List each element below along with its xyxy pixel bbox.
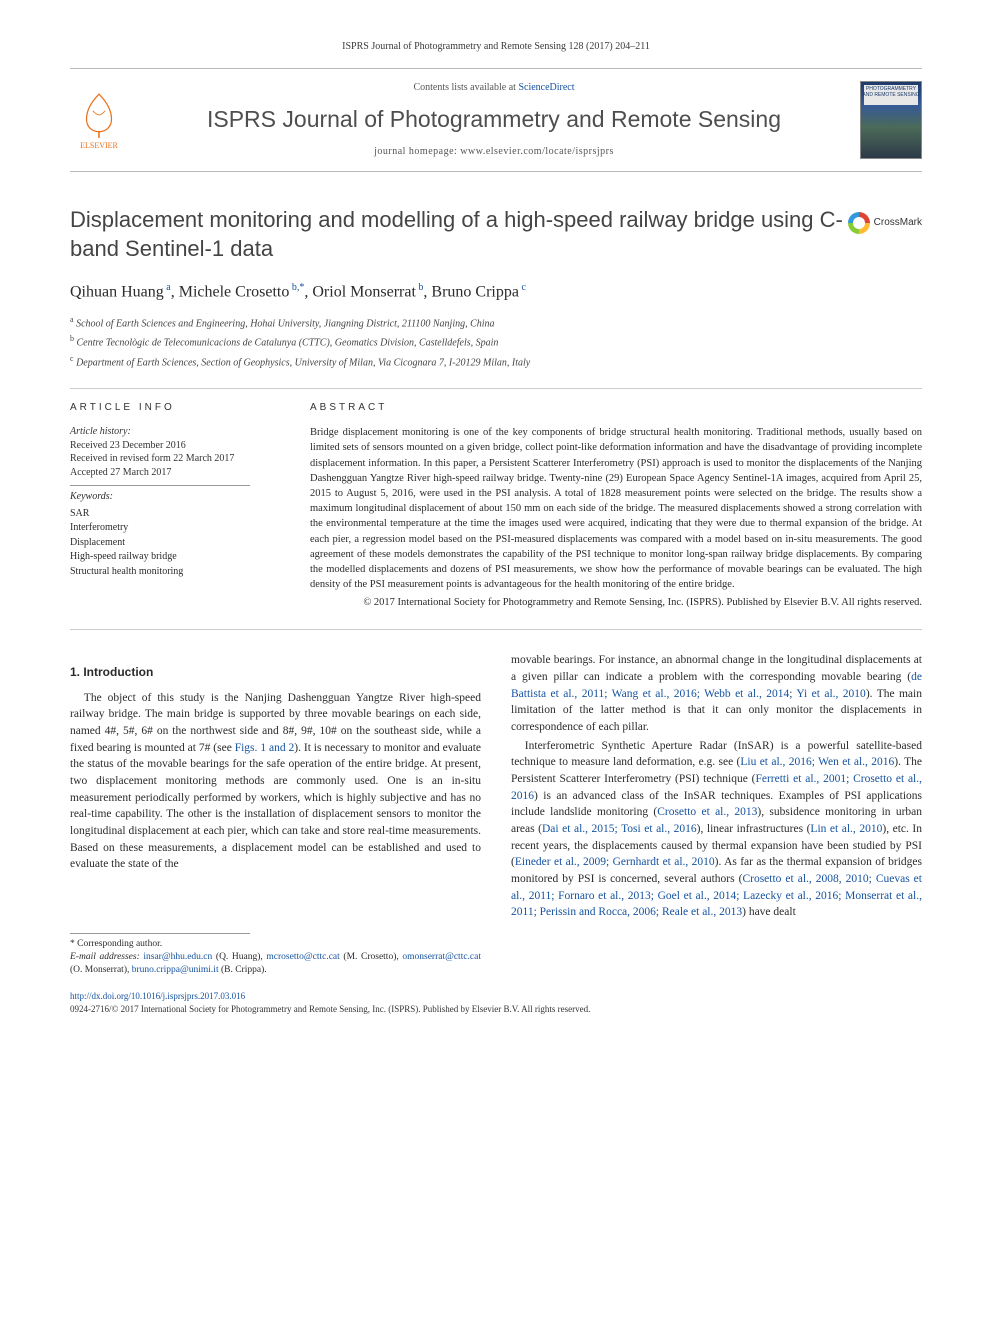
section-heading-intro: 1. Introduction	[70, 664, 481, 681]
divider	[70, 388, 922, 389]
accepted-date: Accepted 27 March 2017	[70, 466, 280, 480]
abstract-column: ABSTRACT Bridge displacement monitoring …	[310, 401, 922, 611]
citation-link[interactable]: Crosetto et al., 2013	[657, 806, 757, 818]
history-label: Article history:	[70, 426, 131, 437]
article-title: Displacement monitoring and modelling of…	[70, 206, 922, 263]
info-abstract-row: ARTICLE INFO Article history: Received 2…	[70, 401, 922, 611]
keywords-block: Keywords: SAR Interferometry Displacemen…	[70, 490, 280, 579]
affil-marker: b,	[289, 282, 299, 293]
affil-marker: c	[519, 282, 526, 293]
info-divider	[70, 485, 250, 486]
elsevier-tree-icon	[78, 90, 120, 140]
abstract-copyright: © 2017 International Society for Photogr…	[310, 596, 922, 611]
divider	[70, 629, 922, 630]
email-link[interactable]: mcrosetto@cttc.cat	[266, 952, 339, 962]
email-link[interactable]: omonserrat@cttc.cat	[402, 952, 481, 962]
author[interactable]: Oriol Monserrat	[312, 284, 416, 301]
footnote-rule	[70, 933, 250, 934]
citation-link[interactable]: Dai et al., 2015; Tosi et al., 2016	[542, 823, 697, 835]
footer-block: http://dx.doi.org/10.1016/j.isprsjprs.20…	[70, 990, 922, 1014]
email-addresses: E-mail addresses: insar@hhu.edu.cn (Q. H…	[70, 951, 481, 977]
article-info-header: ARTICLE INFO	[70, 401, 280, 415]
keyword: Displacement	[70, 536, 280, 551]
received-date: Received 23 December 2016	[70, 439, 280, 453]
author[interactable]: Qihuan Huang	[70, 284, 164, 301]
abstract-text: Bridge displacement monitoring is one of…	[310, 425, 922, 592]
abstract-header: ABSTRACT	[310, 401, 922, 415]
affil-marker: a	[164, 282, 171, 293]
article-history: Article history: Received 23 December 20…	[70, 425, 280, 479]
citation-link[interactable]: Eineder et al., 2009; Gernhardt et al., …	[515, 856, 715, 868]
author-list: Qihuan Huang a, Michele Crosetto b,*, Or…	[70, 281, 922, 304]
email-link[interactable]: bruno.crippa@unimi.it	[132, 965, 219, 975]
crossmark-icon	[848, 212, 870, 234]
masthead-center: Contents lists available at ScienceDirec…	[146, 81, 842, 159]
journal-homepage: journal homepage: www.elsevier.com/locat…	[146, 145, 842, 159]
affiliation-c: c Department of Earth Sciences, Section …	[70, 353, 922, 370]
corresponding-author-block: * Corresponding author. E-mail addresses…	[70, 938, 481, 976]
affil-marker: b	[416, 282, 424, 293]
homepage-url[interactable]: www.elsevier.com/locate/isprsjprs	[460, 146, 614, 157]
elsevier-label: ELSEVIER	[80, 140, 118, 151]
elsevier-logo: ELSEVIER	[70, 85, 128, 155]
keyword: High-speed railway bridge	[70, 550, 280, 565]
affiliation-b: b Centre Tecnològic de Telecomunicacions…	[70, 333, 922, 350]
intro-paragraph-3: Interferometric Synthetic Aperture Radar…	[511, 738, 922, 921]
intro-paragraph-1: The object of this study is the Nanjing …	[70, 690, 481, 873]
contents-available-line: Contents lists available at ScienceDirec…	[146, 81, 842, 95]
sciencedirect-link[interactable]: ScienceDirect	[518, 82, 574, 93]
keyword: Interferometry	[70, 521, 280, 536]
doi-link[interactable]: http://dx.doi.org/10.1016/j.isprsjprs.20…	[70, 991, 245, 1001]
body-columns: 1. Introduction The object of this study…	[70, 652, 922, 976]
article-info-column: ARTICLE INFO Article history: Received 2…	[70, 401, 280, 611]
citation-line: ISPRS Journal of Photogrammetry and Remo…	[70, 40, 922, 54]
corresponding-label: * Corresponding author.	[70, 938, 481, 951]
author[interactable]: Michele Crosetto	[179, 284, 290, 301]
intro-paragraph-2: movable bearings. For instance, an abnor…	[511, 652, 922, 735]
keyword: SAR	[70, 507, 280, 522]
crossmark-badge[interactable]: CrossMark	[848, 212, 922, 234]
author[interactable]: Bruno Crippa	[431, 284, 519, 301]
corresponding-marker: *	[299, 282, 304, 293]
journal-title: ISPRS Journal of Photogrammetry and Remo…	[146, 103, 842, 135]
crossmark-label: CrossMark	[874, 216, 922, 230]
citation-link[interactable]: Lin et al., 2010	[810, 823, 882, 835]
keyword: Structural health monitoring	[70, 565, 280, 580]
issn-copyright: 0924-2716/© 2017 International Society f…	[70, 1003, 922, 1015]
masthead: ELSEVIER Contents lists available at Sci…	[70, 68, 922, 172]
email-link[interactable]: insar@hhu.edu.cn	[143, 952, 212, 962]
affiliation-a: a School of Earth Sciences and Engineeri…	[70, 314, 922, 331]
citation-link[interactable]: Liu et al., 2016; Wen et al., 2016	[740, 756, 894, 768]
figure-reference[interactable]: Figs. 1 and 2	[235, 742, 295, 754]
cover-label: PHOTOGRAMMETRY AND REMOTE SENSING	[861, 87, 921, 98]
keywords-label: Keywords:	[70, 490, 280, 505]
revised-date: Received in revised form 22 March 2017	[70, 452, 280, 466]
journal-cover-thumbnail: PHOTOGRAMMETRY AND REMOTE SENSING	[860, 81, 922, 159]
